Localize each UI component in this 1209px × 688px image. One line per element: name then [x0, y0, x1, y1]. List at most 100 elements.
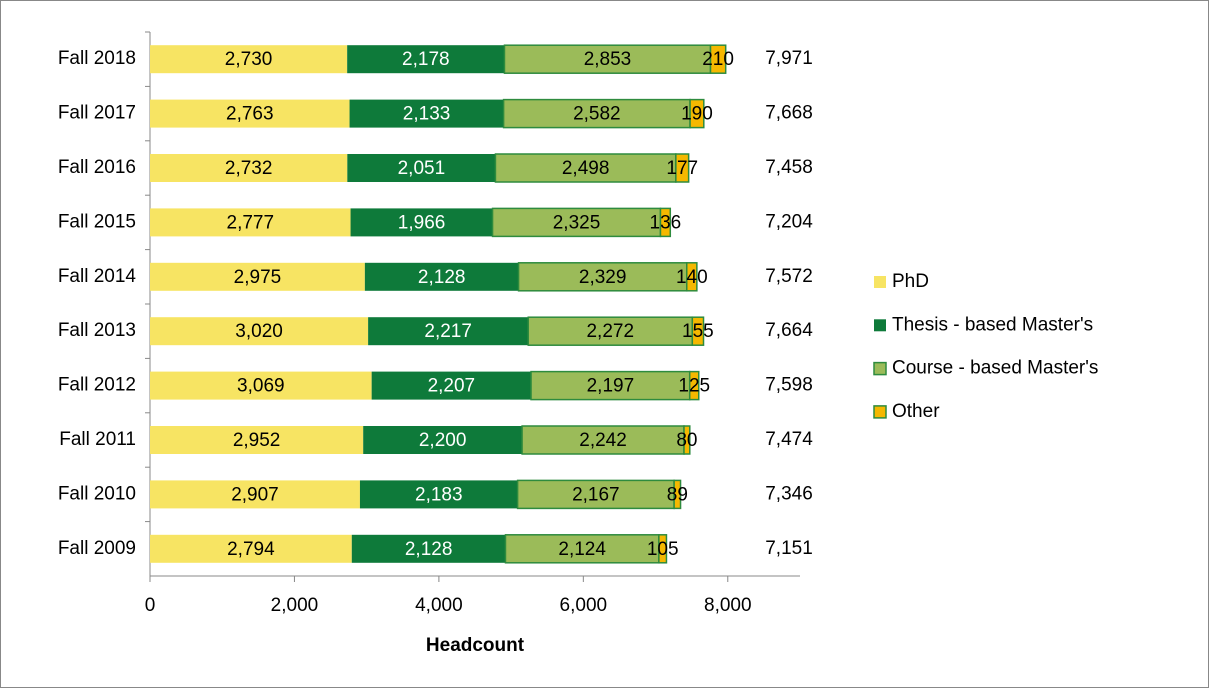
bar-segment [150, 99, 350, 128]
data-label: 105 [647, 539, 679, 560]
total-label: 7,458 [765, 157, 813, 178]
data-label: 2,200 [419, 430, 467, 451]
bar-segment [689, 98, 705, 129]
data-label: 136 [650, 212, 682, 233]
bar-segment [709, 44, 727, 74]
data-label: 2,242 [579, 430, 627, 451]
data-label: 3,020 [235, 321, 283, 342]
bar-segment [686, 262, 698, 292]
y-tick-label: Fall 2016 [58, 157, 136, 178]
bar-segment [359, 480, 518, 509]
data-label: 2,730 [225, 49, 273, 70]
x-tick-label: 2,000 [271, 595, 319, 616]
total-label: 7,971 [765, 48, 813, 69]
bar-segment [521, 425, 685, 455]
y-tick-label: Fall 2014 [58, 266, 137, 287]
data-label: 2,329 [579, 267, 627, 288]
legend-label: Thesis - based Master's [892, 314, 1093, 335]
total-label: 7,572 [765, 266, 813, 287]
data-label: 2,178 [402, 49, 450, 70]
y-tick-label: Fall 2017 [58, 103, 136, 124]
y-tick-label: Fall 2018 [58, 48, 136, 69]
bar-segment [150, 534, 352, 563]
bar-segment [351, 534, 506, 563]
data-label: 2,124 [558, 539, 606, 560]
x-tick-label: 0 [145, 595, 156, 616]
data-label: 2,853 [584, 49, 632, 70]
bar-segment [659, 207, 672, 238]
data-label: 2,128 [405, 539, 453, 560]
data-label: 2,907 [231, 484, 279, 505]
legend-swatch [874, 276, 886, 288]
data-label: 2,272 [586, 321, 634, 342]
bar-segment [363, 426, 523, 454]
y-tick-label: Fall 2015 [58, 211, 136, 232]
data-label: 2,582 [573, 104, 621, 125]
data-label: 140 [676, 267, 708, 288]
x-tick-label: 6,000 [560, 595, 608, 616]
data-label: 2,183 [415, 484, 463, 505]
data-label: 2,133 [403, 104, 451, 125]
bar-segment [347, 154, 496, 182]
bar-segment [504, 534, 660, 564]
data-label: 3,069 [237, 376, 285, 397]
legend-swatch [874, 319, 886, 332]
data-label: 2,794 [227, 539, 275, 560]
data-label: 2,498 [562, 158, 610, 179]
bar-segment [150, 480, 360, 509]
legend-swatch [873, 361, 887, 376]
data-label: 2,128 [418, 267, 466, 288]
bar-segment [150, 208, 351, 237]
bar-segment [150, 426, 364, 454]
bar-segment [673, 479, 682, 510]
bar-segment [530, 370, 691, 401]
bar-segment [368, 317, 529, 346]
data-label: 210 [702, 49, 734, 70]
data-label: 190 [681, 104, 713, 125]
total-label: 7,204 [765, 211, 813, 232]
bar-segment [347, 45, 505, 74]
bar-segment [150, 45, 348, 74]
total-label: 7,474 [765, 429, 813, 450]
bar-segment [150, 262, 365, 291]
data-label: 2,975 [234, 267, 282, 288]
total-label: 7,346 [765, 483, 813, 504]
x-tick-label: 4,000 [415, 595, 463, 616]
total-label: 7,151 [765, 538, 813, 559]
data-label: 2,763 [226, 104, 274, 125]
y-tick-label: Fall 2012 [58, 375, 136, 396]
x-tick-label: 8,000 [704, 595, 752, 616]
bar-segment [350, 208, 493, 237]
data-label: 2,732 [225, 158, 273, 179]
y-tick-label: Fall 2009 [58, 538, 136, 559]
total-label: 7,668 [765, 103, 813, 124]
total-label: 7,664 [765, 320, 813, 341]
bar-segment [527, 316, 694, 346]
y-tick-label: Fall 2013 [58, 320, 136, 341]
legend-label: PhD [892, 271, 929, 292]
y-tick-label: Fall 2011 [59, 429, 136, 450]
data-label: 2,207 [428, 376, 476, 397]
bar-segment [502, 98, 691, 129]
data-label: 2,952 [233, 430, 281, 451]
bar-segment [150, 154, 348, 182]
legend-swatch [873, 405, 887, 419]
bar-segment [658, 534, 668, 564]
bar-segment [688, 370, 700, 401]
data-label: 2,325 [553, 212, 601, 233]
bar-segment [675, 153, 690, 183]
data-label: 2,777 [227, 212, 275, 233]
bar-segment [371, 371, 532, 400]
data-label: 155 [682, 321, 714, 342]
legend-label: Course - based Master's [892, 358, 1098, 379]
data-label: 177 [666, 158, 698, 179]
total-label: 7,598 [765, 375, 813, 396]
data-label: 2,051 [398, 158, 446, 179]
data-label: 80 [676, 430, 697, 451]
legend-label: Other [892, 401, 940, 422]
bar-segment [516, 479, 675, 510]
bar-segment [691, 316, 705, 346]
bar-segment [349, 99, 504, 128]
data-label: 2,217 [424, 321, 472, 342]
